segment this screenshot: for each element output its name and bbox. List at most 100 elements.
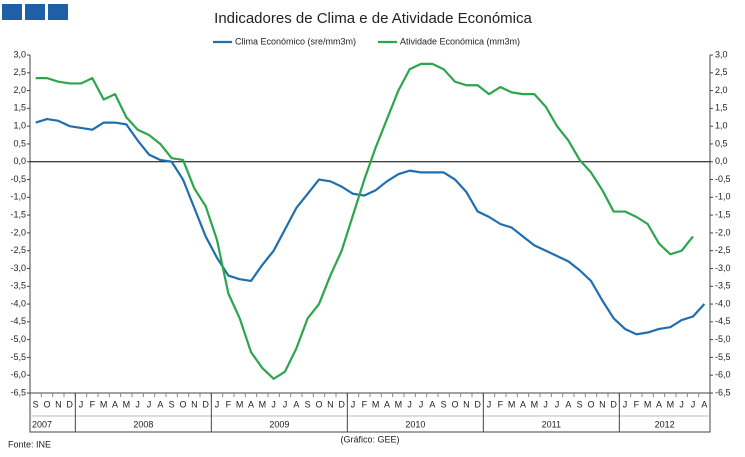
- x-tick-label: M: [531, 399, 539, 409]
- x-tick-label: M: [259, 399, 267, 409]
- x-tick-label: A: [429, 399, 435, 409]
- x-tick-label: N: [599, 399, 606, 409]
- x-tick-label: A: [701, 399, 707, 409]
- x-tick-label: S: [169, 399, 175, 409]
- x-tick-label: A: [248, 399, 254, 409]
- x-axis-box: [29, 392, 711, 433]
- x-tick-label: A: [520, 399, 526, 409]
- y-tick-label: -0,5: [10, 174, 26, 184]
- x-tick-label: J: [419, 399, 424, 409]
- y2-tick-label: -5,5: [715, 352, 731, 362]
- x-tick-label: J: [79, 399, 84, 409]
- y2-tick-label: -2,5: [715, 245, 731, 255]
- x-tick-label: J: [407, 399, 412, 409]
- x-tick-label: J: [147, 399, 152, 409]
- y-tick-label: -5,0: [10, 334, 26, 344]
- x-tick-label: M: [100, 399, 108, 409]
- x-tick-label: A: [565, 399, 571, 409]
- y2-tick-label: 2,5: [715, 67, 728, 77]
- x-tick-label: A: [384, 399, 390, 409]
- y-tick-label: 2,5: [13, 67, 26, 77]
- x-tick-label: N: [463, 399, 470, 409]
- y2-tick-label: 2,0: [715, 85, 728, 95]
- x-tick-label: S: [577, 399, 583, 409]
- source: Fonte: INE: [8, 439, 51, 449]
- y2-tick-label: 1,5: [715, 103, 728, 113]
- x-tick-label: A: [157, 399, 163, 409]
- x-tick-label: N: [55, 399, 62, 409]
- x-tick-label: J: [351, 399, 356, 409]
- x-tick-label: S: [305, 399, 311, 409]
- logo-square: [2, 4, 22, 20]
- year-label: 2012: [655, 419, 675, 429]
- x-tick-label: M: [236, 399, 244, 409]
- x-tick-label: F: [90, 399, 96, 409]
- y2-tick-label: -2,0: [715, 227, 731, 237]
- x-tick-label: D: [66, 399, 73, 409]
- y-tick-label: -4,5: [10, 316, 26, 326]
- x-tick-label: M: [644, 399, 652, 409]
- legend-label: Clima Económico (sre/mm3m): [235, 36, 356, 46]
- x-tick-label: A: [112, 399, 118, 409]
- x-tick-label: O: [315, 399, 322, 409]
- x-tick-label: F: [362, 399, 368, 409]
- y-tick-label: 3,0: [13, 49, 26, 59]
- y-tick-label: -4,0: [10, 298, 26, 308]
- y2-tick-label: -3,5: [715, 281, 731, 291]
- y2-tick-label: -1,0: [715, 192, 731, 202]
- logo-square: [25, 4, 45, 20]
- x-tick-label: M: [372, 399, 380, 409]
- series-line: [35, 62, 694, 380]
- x-tick-label: J: [543, 399, 548, 409]
- x-tick-label: N: [327, 399, 334, 409]
- legend-label: Atividade Económica (mm3m): [400, 36, 520, 46]
- y-tick-label: -2,0: [10, 227, 26, 237]
- x-tick-label: J: [135, 399, 140, 409]
- x-tick-label: M: [667, 399, 675, 409]
- x-tick-label: O: [179, 399, 186, 409]
- x-tick-label: O: [587, 399, 594, 409]
- y2-tick-label: -0,5: [715, 174, 731, 184]
- y-tick-label: -1,0: [10, 192, 26, 202]
- y2-tick-label: -4,0: [715, 298, 731, 308]
- y2-tick-label: -4,5: [715, 316, 731, 326]
- chart-title: Indicadores de Clima e de Atividade Econ…: [214, 10, 532, 27]
- x-tick-label: A: [293, 399, 299, 409]
- y-tick-label: -5,5: [10, 352, 26, 362]
- y-tick-label: -3,0: [10, 263, 26, 273]
- y2-tick-label: -5,0: [715, 334, 731, 344]
- y-tick-label: -3,5: [10, 281, 26, 291]
- y-tick-label: 1,0: [13, 121, 26, 131]
- year-label: 2009: [269, 419, 289, 429]
- y-tick-label: 1,5: [13, 103, 26, 113]
- y2-tick-label: 0,5: [715, 138, 728, 148]
- y2-tick-label: -3,0: [715, 263, 731, 273]
- year-label: 2007: [32, 419, 52, 429]
- year-label: 2008: [133, 419, 153, 429]
- x-tick-label: J: [283, 399, 288, 409]
- x-tick-label: D: [202, 399, 209, 409]
- x-tick-label: J: [215, 399, 220, 409]
- logo-square: [48, 4, 68, 20]
- x-tick-label: J: [691, 399, 696, 409]
- x-tick-label: S: [33, 399, 39, 409]
- y-tick-label: 0,5: [13, 138, 26, 148]
- x-tick-label: M: [508, 399, 516, 409]
- x-tick-label: O: [43, 399, 50, 409]
- series-line: [35, 117, 706, 336]
- year-label: 2011: [542, 419, 561, 429]
- x-tick-label: O: [451, 399, 458, 409]
- y-tick-label: -2,5: [10, 245, 26, 255]
- x-tick-label: D: [338, 399, 345, 409]
- x-tick-label: J: [555, 399, 560, 409]
- y2-tick-label: -6,5: [715, 387, 731, 397]
- x-tick-label: F: [634, 399, 640, 409]
- y-tick-label: -1,5: [10, 209, 26, 219]
- credit: (Gráfico: GEE): [340, 434, 399, 444]
- x-tick-label: F: [226, 399, 232, 409]
- year-label: 2010: [405, 419, 425, 429]
- x-tick-label: A: [656, 399, 662, 409]
- y2-tick-label: 1,0: [715, 121, 728, 131]
- y-tick-label: -6,5: [10, 387, 26, 397]
